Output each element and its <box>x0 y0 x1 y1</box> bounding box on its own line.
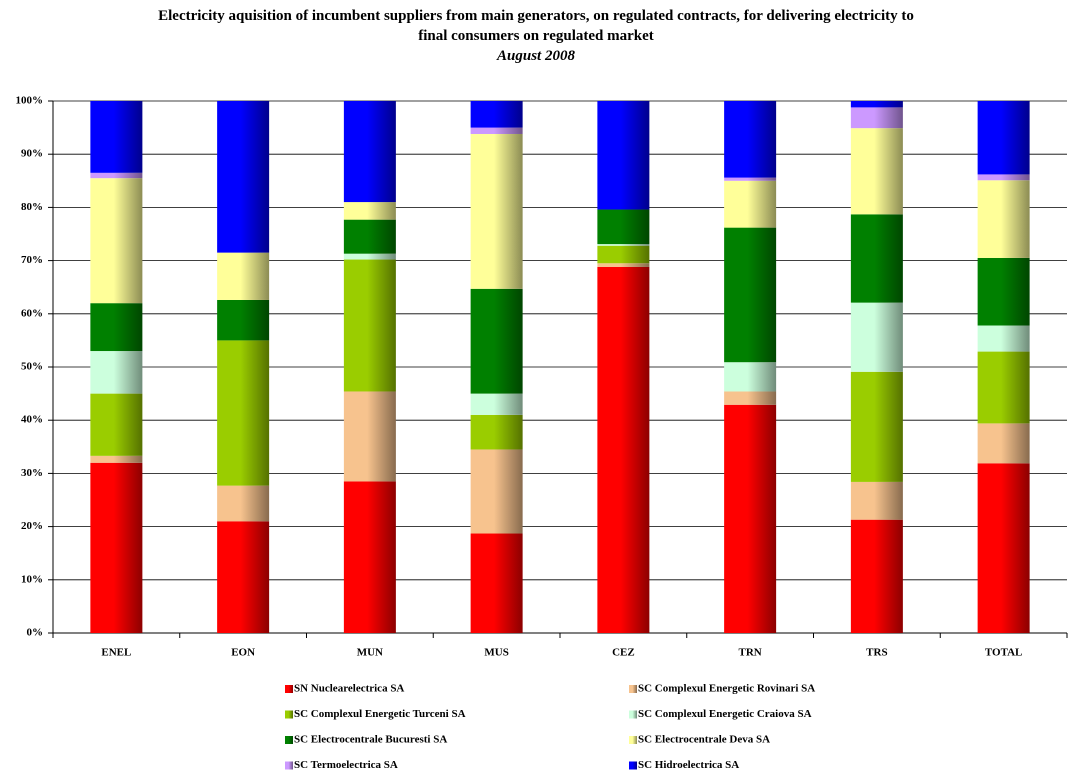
bar-segment <box>90 462 143 633</box>
x-tick-label: MUS <box>484 647 508 659</box>
bar-segment <box>470 414 523 450</box>
legend-swatch <box>629 710 637 719</box>
y-tick-label: 100% <box>16 95 44 107</box>
bar-segment <box>850 101 903 108</box>
legend-label: SC Termoelectrica SA <box>294 759 398 771</box>
legend-label: SC Hidroelectrica SA <box>638 759 739 771</box>
bar-segment <box>343 391 396 482</box>
y-tick-label: 10% <box>21 573 43 585</box>
legend-swatch <box>629 736 637 744</box>
bar-segment <box>850 371 903 482</box>
bar-segment <box>850 519 903 633</box>
bar-segment <box>977 325 1030 352</box>
x-tick-label: CEZ <box>612 647 635 659</box>
bar-segment <box>343 202 396 220</box>
legend-label: SC Electrocentrale Bucuresti SA <box>294 734 447 746</box>
legend-label: SN Nuclearelectrica SA <box>294 683 404 695</box>
bar-segment <box>977 257 1030 326</box>
legend-swatch <box>285 736 293 744</box>
bar-segment <box>470 533 523 633</box>
y-tick-label: 20% <box>21 520 43 532</box>
bar-segment <box>850 481 903 520</box>
y-tick-label: 60% <box>21 307 43 319</box>
x-tick-label: ENEL <box>101 647 131 659</box>
bar-segment <box>724 101 777 178</box>
bar-segment <box>597 244 650 246</box>
bar-segment <box>217 101 270 253</box>
legend-swatch <box>285 685 293 693</box>
y-tick-label: 0% <box>27 627 44 639</box>
legend-swatch <box>285 710 293 719</box>
bar-segment <box>343 219 396 254</box>
bar-segment <box>90 172 143 179</box>
bar-segment <box>217 299 270 341</box>
legend-swatch <box>285 761 293 770</box>
legend-label: SC Complexul Energetic Craiova SA <box>638 708 812 720</box>
bar-segment <box>850 128 903 215</box>
bar-segment <box>597 263 650 267</box>
y-tick-label: 50% <box>21 361 43 373</box>
bar-segment <box>850 107 903 129</box>
bar-segment <box>977 174 1030 181</box>
y-tick-label: 70% <box>21 254 43 266</box>
x-tick-label: TRS <box>866 647 887 659</box>
x-tick-label: TOTAL <box>985 647 1023 659</box>
x-tick-label: TRN <box>739 647 762 659</box>
chart-subtitle: August 2008 <box>497 48 575 64</box>
header: Electricity aquisition of incumbent supp… <box>0 6 1072 66</box>
bar-segment <box>724 362 777 392</box>
bar-segment <box>90 303 143 352</box>
bar-segment <box>597 266 650 633</box>
x-tick-label: MUN <box>357 647 383 659</box>
bar-segment <box>597 209 650 245</box>
bar-segment <box>470 101 523 128</box>
bar-segment <box>90 101 143 173</box>
bar-segment <box>217 340 270 486</box>
legend-label: SC Complexul Energetic Turceni SA <box>294 708 466 720</box>
bar-segment <box>850 214 903 303</box>
bar-segment <box>470 393 523 415</box>
bar-segment <box>597 245 650 264</box>
bar-segment <box>977 423 1030 464</box>
bar-segment <box>724 227 777 363</box>
bar-segment <box>343 259 396 392</box>
bar-segment <box>850 302 903 372</box>
bar-segment <box>217 252 270 300</box>
bar-segment <box>470 133 523 289</box>
chart-title: Electricity aquisition of incumbent supp… <box>158 8 914 44</box>
bar-segment <box>343 101 396 203</box>
bar-segment <box>217 521 270 633</box>
bar-segment <box>90 351 143 394</box>
bar-segment <box>470 449 523 534</box>
bar-segment <box>724 180 777 228</box>
bar-segment <box>343 253 396 260</box>
bar-segment <box>470 288 523 394</box>
x-tick-label: EON <box>231 647 255 659</box>
bar-segment <box>724 404 777 633</box>
y-tick-label: 40% <box>21 414 43 426</box>
bar-segment <box>977 101 1030 175</box>
legend-label: SC Electrocentrale Deva SA <box>638 734 770 746</box>
bar-segment <box>724 391 777 405</box>
bar-segment <box>977 180 1030 258</box>
bar-segment <box>977 351 1030 424</box>
bar-segment <box>90 178 143 304</box>
bar-segment <box>343 481 396 633</box>
bar-segment <box>470 127 523 134</box>
legend-swatch <box>629 685 637 693</box>
bar-segment <box>90 455 143 463</box>
legend-swatch <box>629 761 637 770</box>
bar-segment <box>217 485 270 522</box>
bar-segment <box>90 393 143 456</box>
y-tick-label: 80% <box>21 201 43 213</box>
bar-segment <box>977 463 1030 633</box>
y-tick-label: 30% <box>21 467 43 479</box>
bar-segment <box>597 101 650 210</box>
legend-label: SC Complexul Energetic Rovinari SA <box>638 683 815 695</box>
y-tick-label: 90% <box>21 148 43 160</box>
bar-segment <box>724 177 777 181</box>
